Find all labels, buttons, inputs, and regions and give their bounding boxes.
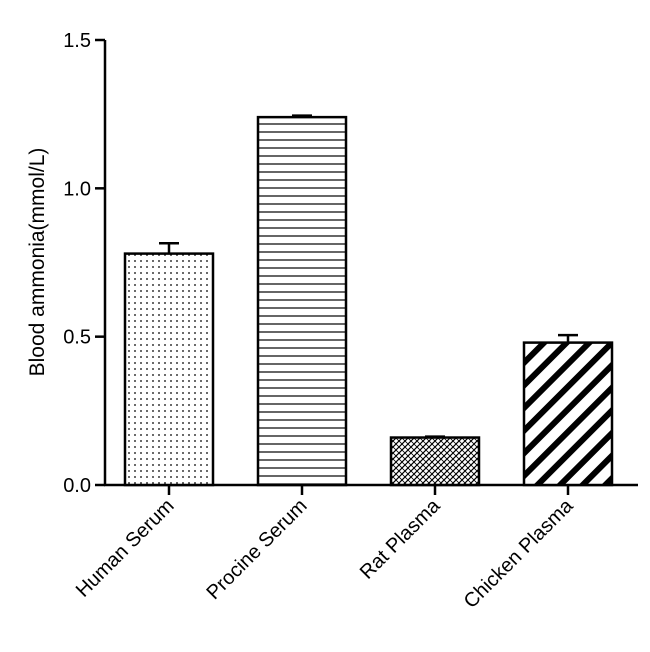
- y-tick-label: 1.5: [63, 30, 91, 52]
- y-axis-title: Blood ammonia(mmol/L): [26, 148, 49, 377]
- bar-human-serum: [125, 253, 213, 485]
- y-tick-label: 0.0: [63, 475, 91, 497]
- y-tick-label: 1.0: [63, 178, 91, 200]
- x-tick-label: Chicken Plasma: [460, 494, 578, 612]
- y-tick-label: 0.5: [63, 327, 91, 349]
- bars-group: [123, 114, 614, 487]
- bar-rat-plasma: [391, 437, 479, 485]
- x-tick-label: Rat Plasma: [356, 494, 445, 583]
- bar-procine-serum: [258, 117, 346, 485]
- x-tick-label: Procine Serum: [202, 495, 311, 604]
- bar-chicken-plasma: [524, 342, 612, 485]
- x-tick-label: Human Serum: [72, 495, 179, 602]
